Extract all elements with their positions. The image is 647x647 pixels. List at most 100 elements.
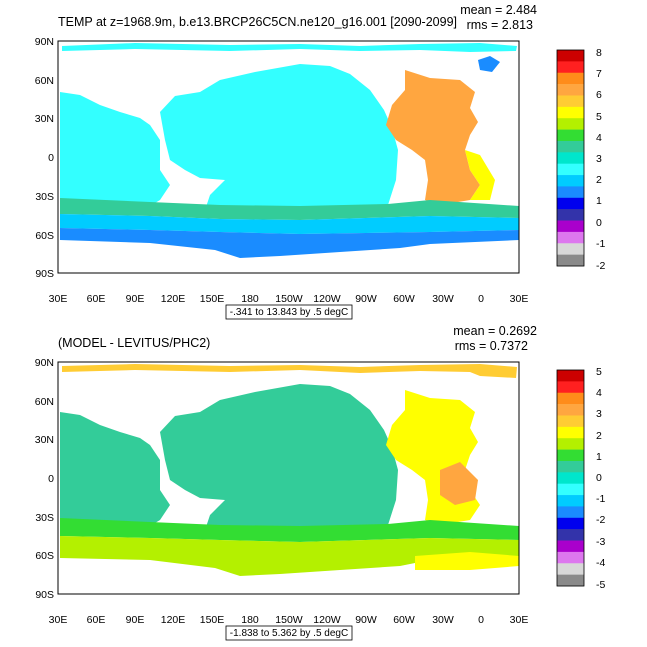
- top-indian-ocean: [60, 92, 170, 208]
- bottom-arctic-ocean: [62, 364, 517, 378]
- top-xtick: 120W: [313, 293, 341, 305]
- top-colorbar-label: 8: [596, 47, 602, 59]
- bottom-xtick: 30E: [510, 614, 529, 626]
- bottom-xtick: 90W: [355, 614, 377, 626]
- top-ytick: 30N: [35, 113, 54, 125]
- top-colorbar-swatches: [556, 49, 585, 267]
- bottom-rms-label: rms = 0.7372: [455, 339, 528, 353]
- top-colorbar-label: 0: [596, 217, 602, 229]
- top-xtick: 180: [241, 293, 259, 305]
- bottom-ytick: 90S: [35, 589, 54, 601]
- colorbar-swatch: [557, 197, 584, 210]
- top-ytick: 0: [48, 152, 54, 164]
- top-xtick: 120E: [161, 293, 186, 305]
- bottom-colorbar-label: 0: [596, 472, 602, 484]
- colorbar-swatch: [557, 472, 584, 484]
- bottom-xtick: 60E: [87, 614, 106, 626]
- top-colorbar-label: 3: [596, 153, 602, 165]
- top-southern-band-1: [60, 198, 519, 220]
- colorbar-swatch: [557, 529, 584, 541]
- top-colorbar-label: 6: [596, 89, 602, 101]
- colorbar-swatch: [557, 415, 584, 428]
- colorbar-swatch: [557, 370, 584, 382]
- bottom-southern-yellow: [415, 552, 519, 570]
- top-atlantic-ocean: [386, 70, 480, 205]
- bottom-xtick: 0: [478, 614, 484, 626]
- bottom-colorbar-label: 4: [596, 387, 602, 399]
- bottom-colorbar-label: 1: [596, 451, 602, 463]
- colorbar-swatch: [557, 175, 584, 187]
- bottom-xtick: 180: [241, 614, 259, 626]
- bottom-colorbar-label: -5: [596, 579, 605, 591]
- top-xtick: 0: [478, 293, 484, 305]
- bottom-map-frame: [57, 361, 520, 595]
- top-y-axis: 90N 60N 30N 0 30S 60S 90S: [35, 36, 54, 280]
- colorbar-swatch: [557, 392, 584, 405]
- bottom-southern-band-1: [60, 518, 519, 542]
- colorbar-swatch: [557, 574, 584, 587]
- colorbar-swatch: [557, 129, 584, 142]
- top-rms-label: rms = 2.813: [467, 18, 533, 32]
- bottom-atlantic-orange: [440, 462, 478, 505]
- top-southern-band-2: [60, 214, 519, 234]
- top-ytick: 90S: [35, 268, 54, 280]
- bottom-colorbar-label: 2: [596, 430, 602, 442]
- bottom-info-label: -1.838 to 5.362 by .5 degC: [230, 628, 348, 639]
- bottom-xtick: 150W: [275, 614, 303, 626]
- bottom-panel: (MODEL - LEVITUS/PHC2) mean = 0.2692 rms…: [35, 324, 605, 641]
- top-colorbar-label: -1: [596, 238, 605, 250]
- bottom-colorbar-label: 5: [596, 366, 602, 378]
- top-xtick: 90W: [355, 293, 377, 305]
- top-x-axis: 30E 60E 90E 120E 150E 180 150W 120W 90W …: [49, 293, 529, 305]
- top-ytick: 60N: [35, 75, 54, 87]
- bottom-southern-band-2: [60, 536, 519, 576]
- bottom-info-frame: [225, 625, 353, 641]
- colorbar-swatch: [557, 495, 584, 507]
- bottom-ytick: 60S: [35, 550, 54, 562]
- bottom-xtick: 90E: [126, 614, 145, 626]
- top-xtick: 150E: [200, 293, 225, 305]
- colorbar-swatch: [557, 186, 584, 199]
- bottom-colorbar-label: -2: [596, 514, 605, 526]
- top-xtick: 90E: [126, 293, 145, 305]
- colorbar-swatch: [557, 231, 584, 244]
- bottom-colorbar-labels: 5 4 3 2 1 0 -1 -2 -3 -4 -5: [596, 366, 605, 591]
- top-xtick: 30E: [510, 293, 529, 305]
- colorbar-swatch: [557, 72, 584, 85]
- colorbar-swatch: [557, 540, 584, 553]
- bottom-colorbar: 5 4 3 2 1 0 -1 -2 -3 -4 -5: [556, 366, 605, 591]
- colorbar-swatch: [557, 381, 584, 394]
- colorbar-swatch: [557, 140, 584, 153]
- colorbar-swatch: [557, 50, 584, 62]
- top-colorbar-label: 5: [596, 111, 602, 123]
- top-colorbar-labels: 8 7 6 5 4 3 2 1 0 -1 -2: [596, 47, 605, 272]
- colorbar-swatch: [557, 517, 584, 530]
- top-info-box: -.341 to 13.843 by .5 degC: [225, 304, 353, 320]
- bottom-xtick: 150E: [200, 614, 225, 626]
- colorbar-swatch: [557, 438, 584, 450]
- bottom-xtick: 120E: [161, 614, 186, 626]
- top-xtick: 150W: [275, 293, 303, 305]
- top-colorbar-label: 4: [596, 132, 602, 144]
- colorbar-swatch: [557, 483, 584, 496]
- colorbar-swatch: [557, 95, 584, 108]
- top-arctic-ocean: [62, 43, 517, 52]
- bottom-xtick: 60W: [393, 614, 415, 626]
- top-pacific-ocean: [160, 64, 398, 215]
- bottom-colorbar-label: -3: [596, 536, 605, 548]
- colorbar-swatch: [557, 61, 584, 74]
- bottom-ytick: 60N: [35, 396, 54, 408]
- bottom-xtick: 30E: [49, 614, 68, 626]
- bottom-mean-label: mean = 0.2692: [453, 324, 537, 338]
- bottom-indian-ocean: [60, 412, 170, 528]
- bottom-colorbar-label: 3: [596, 408, 602, 420]
- colorbar-swatch: [557, 209, 584, 221]
- top-mean-label: mean = 2.484: [460, 3, 537, 17]
- bottom-ytick: 90N: [35, 357, 54, 369]
- top-info-label: -.341 to 13.843 by .5 degC: [230, 307, 348, 318]
- colorbar-swatch: [557, 551, 584, 564]
- top-colorbar-label: 1: [596, 195, 602, 207]
- colorbar-swatch: [557, 106, 584, 119]
- top-colorbar-label: 2: [596, 174, 602, 186]
